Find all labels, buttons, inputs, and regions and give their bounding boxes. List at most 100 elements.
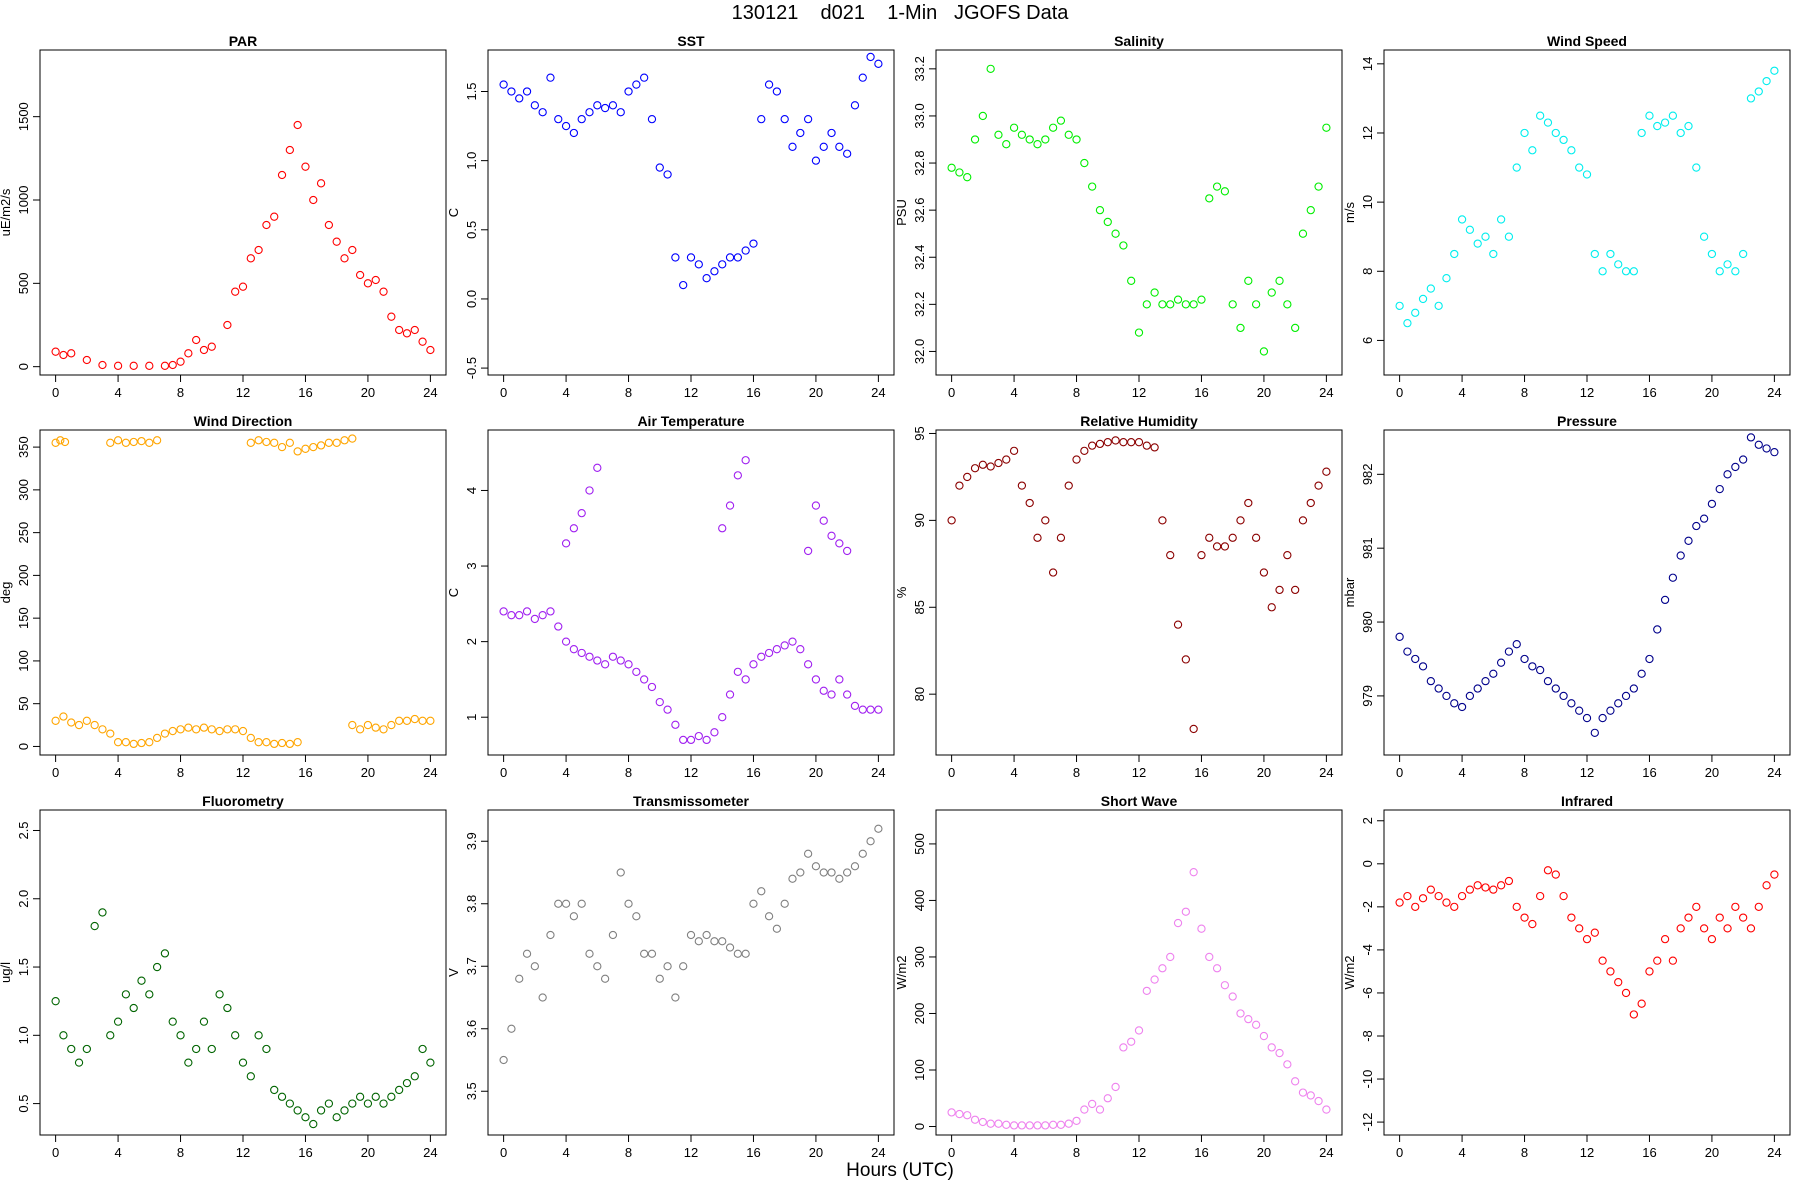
y-tick-label: 500: [912, 833, 927, 855]
data-point: [1142, 441, 1151, 450]
data-point: [371, 275, 380, 285]
data-points: [947, 64, 1331, 356]
data-point: [121, 990, 131, 999]
data-point: [963, 1111, 972, 1120]
data-point: [238, 282, 248, 291]
data-point: [1267, 288, 1276, 297]
x-tick-label: 4: [1010, 765, 1017, 780]
plot-frame: [935, 429, 1343, 756]
data-point: [1559, 135, 1568, 145]
data-point: [1267, 603, 1276, 612]
data-point: [1103, 1094, 1112, 1103]
data-point: [1127, 1037, 1136, 1046]
data-point: [1395, 632, 1404, 641]
data-point: [796, 645, 805, 654]
data-point: [507, 1024, 516, 1033]
data-point: [74, 1058, 84, 1067]
chart-panel-1: SST 0 4 8 12 16 20 24 -0.5 0.0 0.5 1.0 1.5 C: [446, 33, 895, 400]
data-point: [803, 660, 813, 669]
data-point: [850, 862, 860, 871]
plot-frame: [487, 429, 895, 756]
x-tick-label: 8: [1073, 1145, 1080, 1160]
data-point: [106, 438, 115, 447]
data-point: [1699, 924, 1709, 933]
data-point: [1259, 568, 1269, 577]
data-point: [309, 1119, 318, 1129]
data-point: [772, 645, 782, 654]
data-point: [1298, 1088, 1308, 1097]
data-point: [1746, 433, 1756, 442]
data-point: [1056, 1120, 1066, 1129]
data-point: [1298, 516, 1308, 525]
data-point: [1080, 446, 1089, 456]
data-point: [1575, 706, 1584, 715]
data-point: [585, 486, 594, 495]
data-point: [231, 1031, 240, 1040]
chart-panel-10: Short Wave 0 4 8 12 16 20 24 0 100 200 300 400 500 W/m…: [894, 793, 1343, 1160]
x-tick-label: 0: [500, 1145, 507, 1160]
data-point: [285, 1099, 294, 1108]
data-point: [858, 849, 867, 858]
data-point: [780, 899, 789, 908]
x-tick-label: 20: [1705, 385, 1719, 400]
data-point: [1197, 550, 1206, 560]
data-point: [647, 114, 657, 124]
data-point: [1684, 536, 1693, 545]
data-point: [1598, 713, 1607, 723]
y-tick-label: 3.8: [464, 895, 479, 913]
data-point: [1567, 699, 1576, 708]
data-point: [803, 849, 813, 858]
data-point: [947, 1108, 956, 1117]
data-point: [811, 156, 821, 165]
data-point: [1103, 217, 1112, 227]
data-point: [569, 128, 579, 138]
data-point: [1244, 498, 1253, 508]
data-point: [340, 254, 349, 263]
x-tick-label: 16: [1194, 385, 1208, 400]
chart-panel-2: Salinity 0 4 8 12 16 20 24 32.0 32.2 32.4 32.6 32.8 3…: [894, 33, 1343, 400]
data-point: [1228, 533, 1237, 542]
data-point: [1543, 676, 1553, 686]
data-point: [1660, 118, 1670, 127]
plot-frame: [39, 49, 447, 376]
data-point: [694, 260, 703, 269]
y-tick-label: 12: [1360, 126, 1375, 140]
data-point: [1275, 1048, 1284, 1058]
data-point: [1181, 907, 1190, 916]
y-tick-label: 2: [1360, 817, 1375, 824]
data-point: [1403, 891, 1412, 901]
data-point: [246, 733, 255, 743]
panel-title: Transmissometer: [633, 793, 749, 809]
y-tick-label: 32.8: [912, 150, 927, 175]
data-point: [316, 179, 326, 188]
data-point: [1567, 146, 1576, 155]
data-point: [530, 962, 539, 971]
data-point: [1645, 654, 1654, 664]
chart-panel-3: Wind Speed 0 4 8 12 16 20 24 6 8 10 12 14 m/s: [1342, 33, 1791, 400]
y-tick-label: -2: [1360, 901, 1375, 913]
data-point: [1395, 301, 1404, 311]
data-point: [1322, 1105, 1331, 1114]
data-point: [1173, 295, 1183, 304]
data-point: [1637, 669, 1646, 678]
data-point: [238, 726, 248, 736]
x-tick-label: 8: [1521, 385, 1528, 400]
data-point: [741, 246, 750, 255]
data-point: [1056, 116, 1066, 125]
data-point: [866, 52, 875, 62]
data-point: [1551, 684, 1560, 693]
x-tick-label: 16: [1642, 765, 1656, 780]
y-tick-label: 1.0: [464, 152, 479, 170]
data-point: [1095, 205, 1105, 215]
data-point: [207, 725, 216, 734]
x-tick-label: 8: [625, 385, 632, 400]
plot-frame: [935, 809, 1343, 1136]
data-point: [1699, 514, 1709, 523]
data-point: [199, 345, 209, 355]
data-point: [1692, 521, 1701, 531]
data-point: [121, 738, 131, 747]
data-point: [1582, 934, 1592, 944]
data-point: [1707, 249, 1717, 259]
data-point: [1025, 1121, 1034, 1130]
chart-panel-9: Transmissometer 0 4 8 12 16 20 24 3.5 3.6 3.7 3.8 3.…: [446, 793, 895, 1160]
